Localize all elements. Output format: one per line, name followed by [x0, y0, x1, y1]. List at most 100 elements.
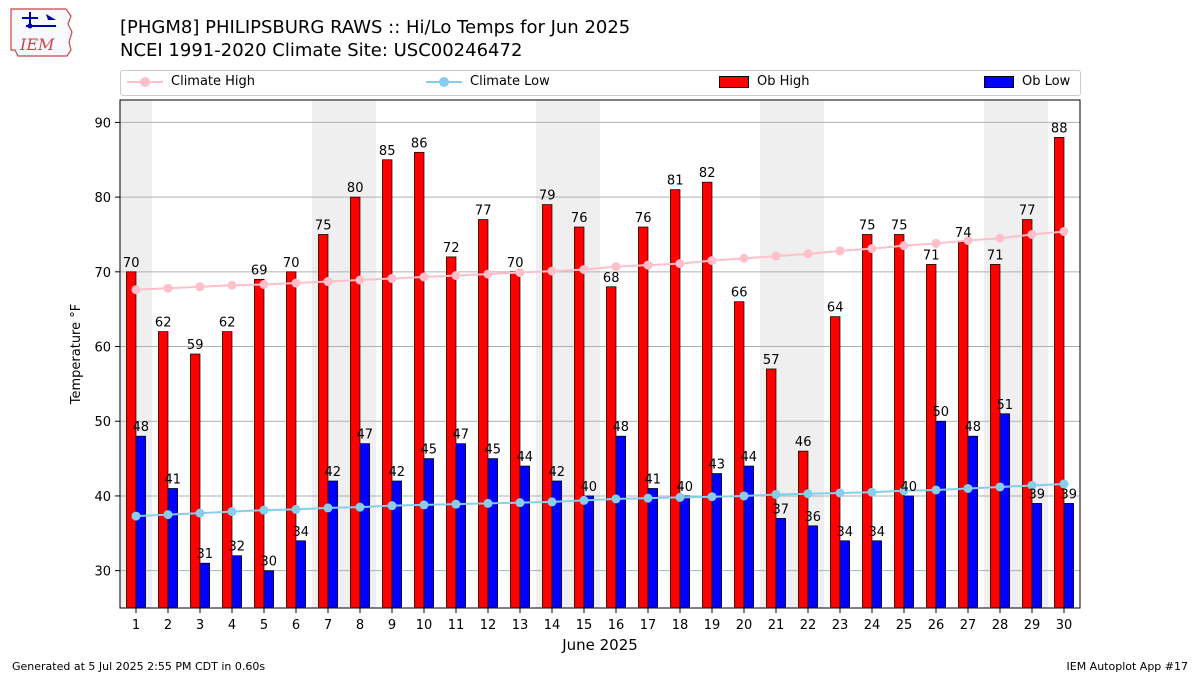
- legend-label-climate-low: Climate Low: [470, 74, 550, 89]
- point-climate-low: [419, 500, 429, 510]
- bar-ob-low: [199, 562, 210, 609]
- point-climate-high: [835, 246, 845, 256]
- data-label-ob-low: 42: [325, 465, 342, 480]
- data-label-ob-low: 34: [293, 525, 310, 540]
- point-climate-high: [547, 266, 557, 276]
- app-credit: IEM Autoplot App #17: [1066, 660, 1189, 673]
- point-climate-low: [547, 497, 557, 507]
- x-tick-label: 13: [512, 618, 529, 633]
- data-label-ob-high: 85: [379, 144, 396, 159]
- legend-item-climate-high: Climate High: [127, 74, 255, 89]
- point-climate-high: [131, 285, 141, 295]
- x-tick-label: 8: [356, 618, 364, 633]
- x-tick-label: 7: [324, 618, 332, 633]
- point-climate-high: [739, 253, 749, 263]
- bar-ob-low: [1063, 503, 1074, 609]
- point-climate-low: [611, 494, 621, 504]
- point-climate-low: [451, 499, 461, 509]
- data-label-ob-high: 75: [315, 218, 332, 233]
- bar-ob-low: [583, 495, 594, 609]
- point-climate-low: [835, 488, 845, 498]
- generated-timestamp: Generated at 5 Jul 2025 2:55 PM CDT in 0…: [12, 660, 266, 673]
- data-label-ob-low: 48: [613, 420, 630, 435]
- bar-ob-low: [263, 570, 274, 609]
- data-label-ob-low: 45: [421, 443, 438, 458]
- y-tick-label: 40: [94, 490, 111, 505]
- point-climate-low: [291, 504, 301, 514]
- data-label-ob-high: 71: [987, 248, 1004, 263]
- data-label-ob-high: 62: [155, 316, 172, 331]
- data-label-ob-high: 70: [507, 256, 524, 271]
- x-tick-label: 28: [992, 618, 1009, 633]
- x-tick-label: 21: [768, 618, 785, 633]
- x-tick-label: 26: [928, 618, 945, 633]
- point-climate-low: [995, 482, 1005, 492]
- bar-ob-high: [862, 234, 873, 609]
- bar-ob-high: [382, 159, 393, 609]
- point-climate-low: [867, 487, 877, 497]
- data-label-ob-low: 42: [389, 465, 406, 480]
- bar-ob-high: [574, 226, 585, 609]
- data-label-ob-high: 59: [187, 338, 204, 353]
- x-tick-label: 14: [544, 618, 561, 633]
- data-label-ob-low: 34: [837, 525, 854, 540]
- x-tick-label: 1: [132, 618, 140, 633]
- point-climate-high: [483, 269, 493, 279]
- data-label-ob-high: 86: [411, 136, 428, 151]
- x-tick-label: 12: [480, 618, 497, 633]
- point-climate-high: [771, 251, 781, 261]
- bar-ob-high: [414, 151, 425, 609]
- point-climate-low: [899, 486, 909, 496]
- data-label-ob-low: 47: [453, 428, 470, 443]
- data-label-ob-high: 76: [635, 211, 652, 226]
- point-climate-low: [163, 510, 173, 520]
- x-tick-label: 29: [1024, 618, 1041, 633]
- point-climate-low: [355, 502, 365, 512]
- bar-ob-low: [775, 518, 786, 609]
- point-climate-high: [931, 238, 941, 248]
- data-label-ob-low: 50: [933, 405, 950, 420]
- x-tick-label: 15: [576, 618, 593, 633]
- data-label-ob-low: 39: [1061, 487, 1078, 502]
- point-climate-low: [675, 492, 685, 502]
- y-tick-label: 50: [94, 415, 111, 430]
- point-climate-low: [195, 508, 205, 518]
- bar-ob-high: [190, 353, 201, 609]
- bar-ob-high: [126, 271, 137, 609]
- legend-swatch-ob-low: [984, 75, 1014, 88]
- bar-ob-low: [231, 555, 242, 609]
- point-climate-high: [355, 275, 365, 285]
- data-label-ob-low: 31: [197, 547, 214, 562]
- data-label-ob-high: 64: [827, 301, 844, 316]
- point-climate-high: [1027, 229, 1037, 239]
- line-climate-low: [135, 482, 1065, 518]
- data-label-ob-low: 41: [165, 472, 182, 487]
- data-label-ob-high: 77: [1019, 204, 1036, 219]
- bar-ob-low: [1031, 503, 1042, 609]
- bar-ob-low: [295, 540, 306, 609]
- y-tick-label: 70: [94, 266, 111, 281]
- point-climate-low: [387, 501, 397, 511]
- point-climate-high: [963, 235, 973, 245]
- bar-ob-high: [670, 189, 681, 609]
- bar-ob-low: [455, 443, 466, 609]
- point-climate-low: [1059, 479, 1069, 489]
- data-label-ob-low: 41: [645, 472, 662, 487]
- bar-ob-low: [327, 480, 338, 609]
- data-label-ob-high: 68: [603, 271, 620, 286]
- x-tick-label: 4: [228, 618, 236, 633]
- bar-ob-high: [798, 450, 809, 609]
- legend-swatch-ob-high: [719, 75, 749, 88]
- point-climate-low: [739, 491, 749, 501]
- x-tick-label: 11: [448, 618, 465, 633]
- bar-ob-high: [350, 196, 361, 609]
- legend-label-ob-high: Ob High: [757, 74, 810, 89]
- point-climate-low: [259, 505, 269, 515]
- point-climate-high: [419, 272, 429, 282]
- data-label-ob-low: 34: [869, 525, 886, 540]
- point-climate-low: [643, 493, 653, 503]
- data-label-ob-high: 62: [219, 316, 236, 331]
- bar-ob-low: [135, 435, 146, 609]
- plot-frame: [119, 99, 1081, 609]
- data-label-ob-low: 51: [997, 398, 1014, 413]
